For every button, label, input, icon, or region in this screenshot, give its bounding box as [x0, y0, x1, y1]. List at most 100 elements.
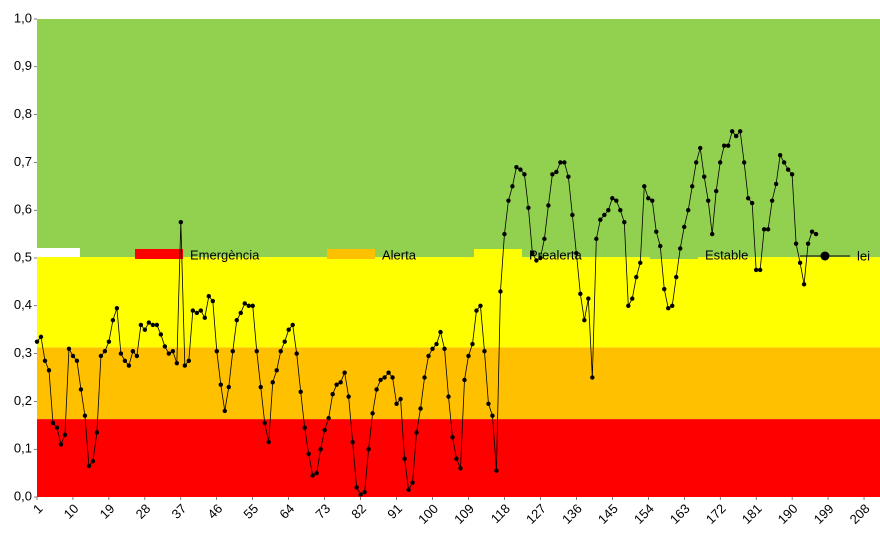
series-line	[36, 130, 817, 496]
legend-label: lei	[857, 248, 870, 263]
x-tick-label: 100	[415, 501, 441, 527]
series-marker	[298, 389, 303, 395]
series-marker	[574, 251, 579, 256]
series-marker	[442, 346, 447, 352]
series-marker	[426, 353, 431, 359]
series-marker	[777, 153, 783, 158]
series-marker	[314, 470, 319, 476]
series-marker	[542, 236, 547, 242]
series-marker	[322, 427, 327, 433]
series-marker	[654, 229, 659, 234]
series-marker	[638, 260, 643, 265]
y-tick-label: 0,8	[14, 106, 32, 121]
x-tick-label: 208	[847, 501, 873, 527]
series-marker	[374, 387, 379, 392]
series-marker	[694, 160, 699, 165]
series-marker	[650, 198, 655, 203]
series-marker	[334, 382, 339, 387]
x-tick-label: 28	[133, 501, 154, 522]
series-marker	[318, 447, 323, 452]
series-marker	[642, 184, 647, 189]
series-marker	[454, 456, 459, 461]
y-tick-label: 0,3	[14, 345, 32, 360]
series-marker	[46, 368, 52, 373]
series-marker	[114, 305, 120, 311]
series-marker	[202, 315, 208, 320]
series-marker	[578, 291, 583, 297]
series-marker	[146, 320, 152, 325]
x-tick-label: 10	[61, 501, 82, 522]
x-tick-label: 1	[30, 501, 46, 517]
y-tick-label: 0,0	[14, 488, 32, 503]
series-marker	[306, 451, 311, 457]
series-marker	[474, 308, 479, 313]
y-tick-label: 0,1	[14, 441, 32, 456]
series-marker	[737, 129, 743, 134]
series-marker	[158, 332, 164, 337]
series-marker	[278, 349, 283, 354]
series-marker	[801, 282, 807, 287]
series-marker	[38, 334, 44, 340]
series-marker	[262, 420, 267, 426]
series-marker	[54, 425, 60, 430]
series-marker	[270, 380, 275, 385]
series-marker	[658, 243, 663, 249]
series-marker	[598, 217, 603, 222]
series-marker	[342, 370, 347, 375]
series-marker	[765, 227, 771, 232]
series-marker	[586, 296, 591, 301]
series-marker	[134, 353, 140, 359]
series-marker	[773, 181, 779, 187]
x-tick-label: 145	[595, 501, 621, 527]
series-marker	[530, 251, 535, 256]
series-marker	[130, 349, 136, 354]
x-tick-label: 37	[169, 501, 190, 522]
series-marker	[74, 358, 80, 363]
series-marker	[602, 212, 607, 218]
series-marker	[354, 485, 359, 490]
series-marker	[238, 310, 243, 316]
x-tick-label: 118	[488, 501, 513, 526]
series-marker	[666, 305, 671, 311]
series-marker	[122, 358, 128, 363]
series-marker	[246, 303, 251, 308]
series-marker	[290, 322, 295, 328]
legend-swatch	[327, 249, 375, 259]
series-marker	[753, 267, 759, 273]
series-marker	[813, 231, 819, 237]
series-marker	[110, 317, 116, 323]
series-marker	[769, 198, 775, 203]
y-tick-label: 0,9	[14, 58, 32, 73]
series-marker	[526, 205, 531, 211]
series-marker	[582, 317, 587, 323]
series-marker	[458, 466, 463, 471]
x-tick-label: 190	[775, 501, 801, 527]
series-marker	[166, 351, 172, 356]
series-marker	[797, 260, 803, 265]
series-marker	[502, 231, 507, 237]
legend-label: Emergència	[190, 247, 260, 262]
series-marker	[186, 358, 192, 363]
series-marker	[70, 353, 76, 359]
series-marker	[662, 286, 667, 292]
series-marker	[90, 458, 96, 464]
series-marker	[713, 188, 719, 194]
series-marker	[118, 351, 124, 356]
series-marker	[630, 296, 635, 301]
series-marker	[82, 413, 88, 418]
series-marker	[162, 344, 168, 349]
series-marker	[242, 301, 247, 306]
series-marker	[234, 317, 239, 323]
series-marker	[518, 167, 523, 172]
series-marker	[78, 387, 84, 392]
x-tick-label: 55	[240, 501, 261, 522]
x-tick-label: 199	[811, 501, 837, 527]
series-marker	[254, 349, 259, 354]
series-marker	[126, 363, 132, 368]
series-marker	[466, 353, 471, 359]
x-tick-label: 154	[631, 501, 657, 527]
series-marker	[446, 394, 451, 399]
series-marker	[610, 196, 615, 201]
series-marker	[554, 169, 559, 175]
